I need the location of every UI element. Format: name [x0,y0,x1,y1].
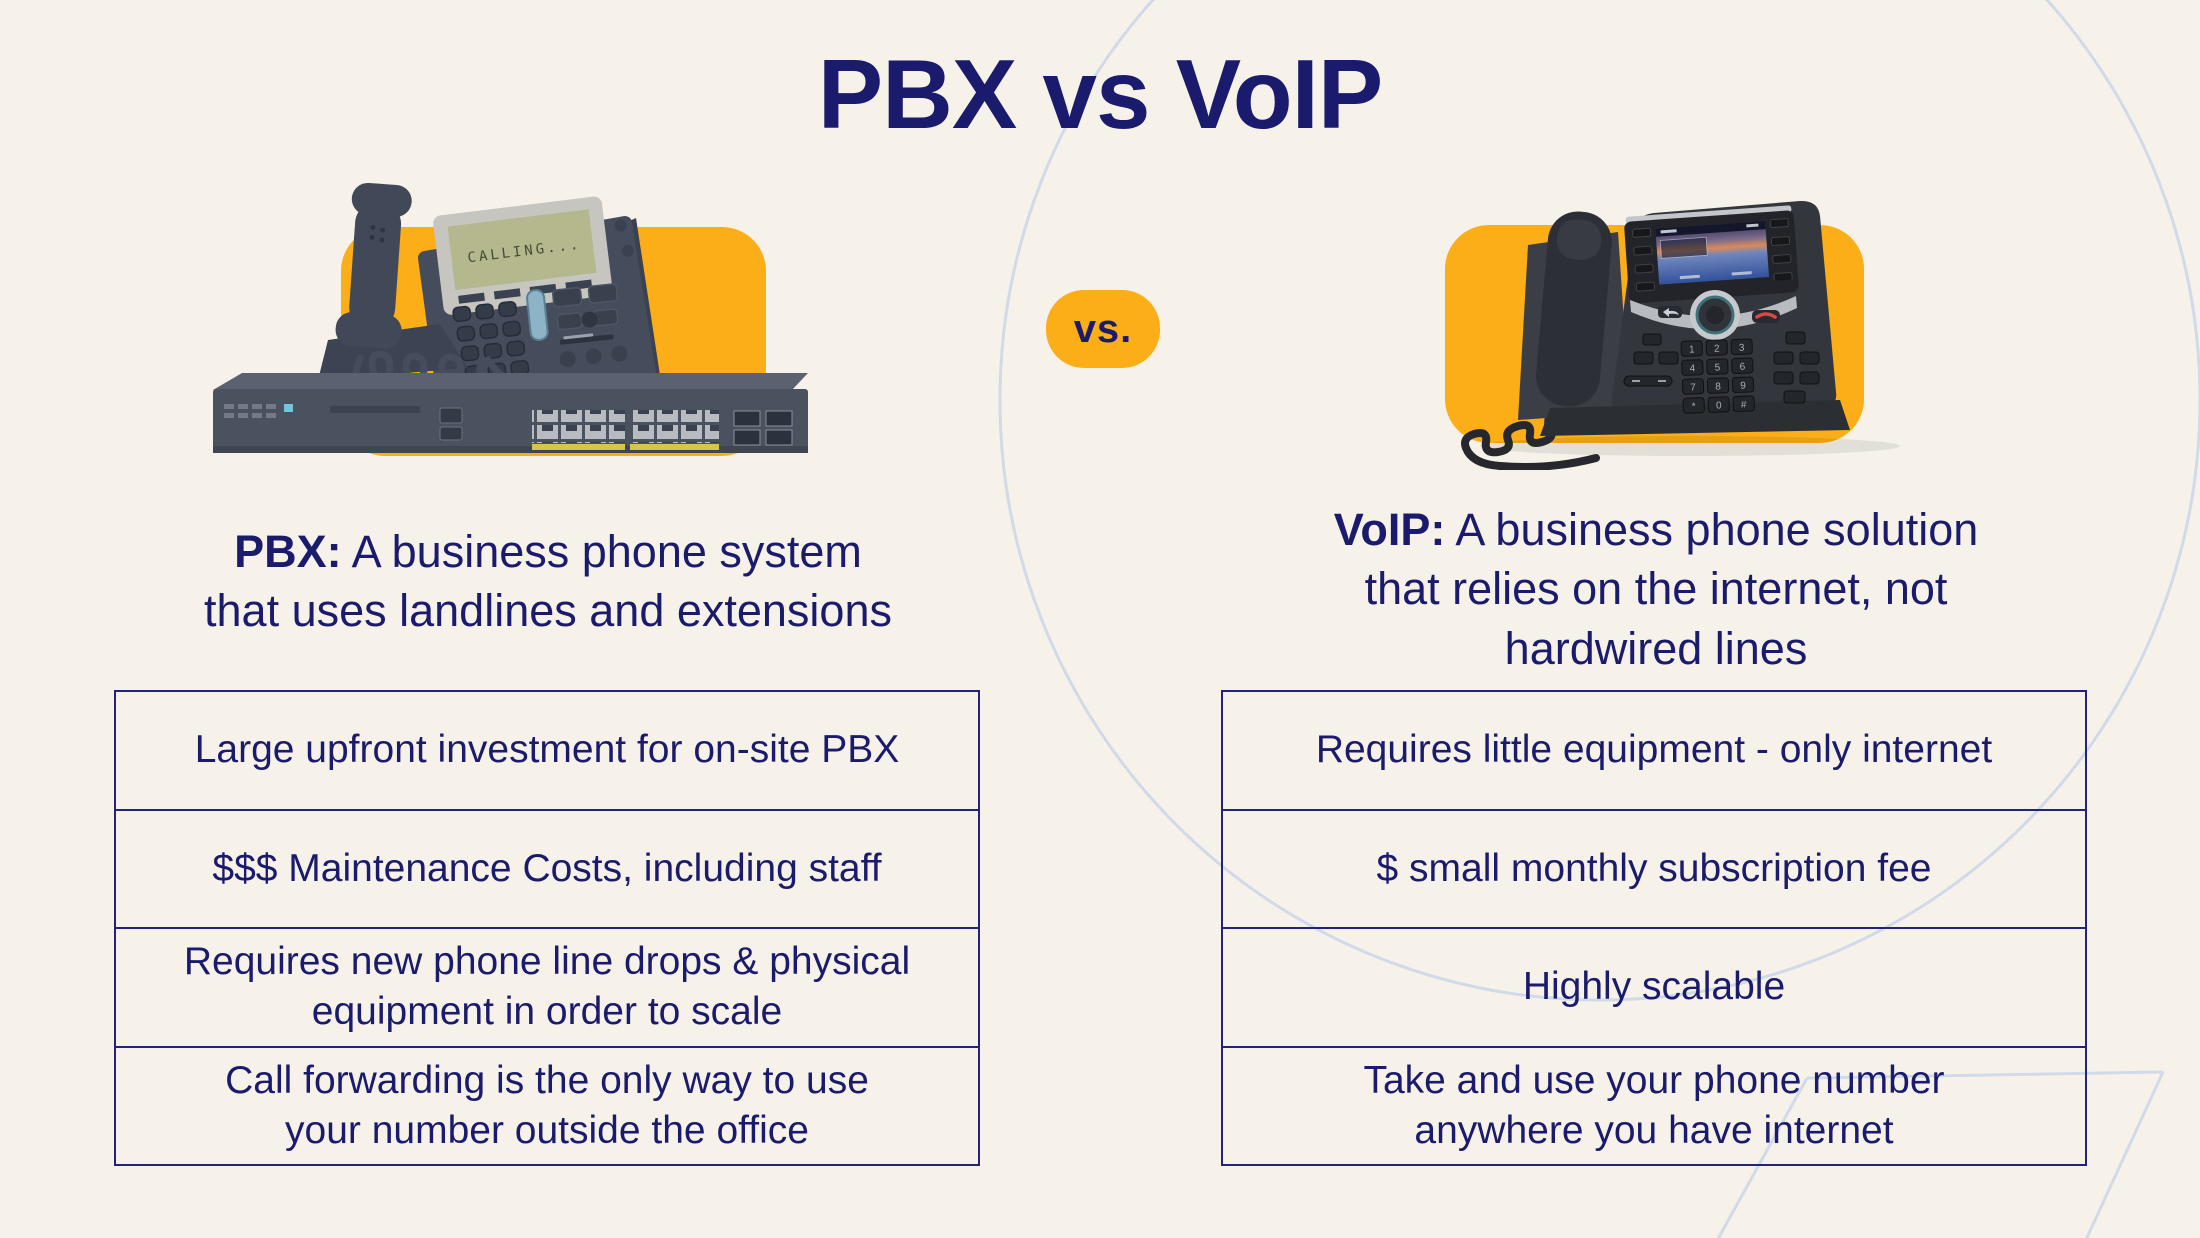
voip-caption-line2: that relies on the internet, not [1364,563,1948,615]
svg-text:5: 5 [1714,362,1720,373]
pbx-network-switch [213,373,808,453]
table-row: Highly scalable [1223,927,2085,1046]
pbx-caption-text: A business phone system [341,526,862,577]
pbx-caption-term: PBX: [234,526,342,577]
svg-text:4: 4 [1689,363,1695,374]
svg-text:8: 8 [1715,381,1721,392]
table-row: Call forwarding is the only way to use yo… [116,1045,978,1165]
pbx-phone-image: CALLING... [213,182,808,456]
voip-nav-cluster [1630,290,1797,340]
voip-end-call-button [1752,310,1780,323]
pbx-phone-keypad [452,283,628,382]
svg-text:*: * [1692,401,1696,412]
voip-caption-text: A business phone solution [1445,504,1979,555]
svg-text:3: 3 [1739,343,1745,354]
svg-text:2: 2 [1714,343,1720,354]
table-row: $$$ Maintenance Costs, including staff [116,808,978,928]
table-row: Take and use your phone number anywhere y… [1223,1045,2085,1165]
svg-text:6: 6 [1739,362,1745,373]
svg-text:#: # [1741,400,1747,411]
voip-phone-display [1624,205,1799,304]
voip-aux-keys [1623,331,1820,404]
voip-caption-term: VoIP: [1333,504,1446,555]
pbx-caption: PBX: A business phone system that uses l… [108,522,988,641]
voip-handset-cord [1461,404,1600,470]
pbx-comparison-table: Large upfront investment for on-site PBX… [114,690,980,1166]
svg-text:1: 1 [1689,344,1695,355]
voip-handset [1536,211,1612,407]
table-row: Requires little equipment - only interne… [1315,728,1993,772]
page-title: PBX vs VoIP [817,39,1384,149]
table-row: Large upfront investment for on-site PBX [194,728,900,772]
pbx-caption-line2: that uses landlines and extensions [204,585,892,637]
pbx-handset [318,182,468,380]
table-row: Requires new phone line drops & physical… [116,927,978,1046]
decorative-circle [998,0,2200,1002]
svg-text:0: 0 [1716,400,1722,411]
vs-badge-label: vs. [1073,306,1133,351]
svg-text:7: 7 [1690,382,1696,393]
svg-text:9: 9 [1740,381,1746,392]
pbx-phone-display: CALLING... [433,196,634,315]
voip-caption-line3: hardwired lines [1504,622,1808,674]
table-row: $ small monthly subscription fee [1223,808,2085,928]
voip-caption: VoIP: A business phone solution that rel… [1216,500,2096,678]
voip-phone-keypad: 1 2 3 4 5 6 7 8 9 * 0 # [1680,338,1755,414]
voip-comparison-table: Requires little equipment - only interne… [1221,690,2087,1166]
vs-badge: vs. [1046,290,1160,368]
decorative-parallelogram [1716,1070,2165,1238]
voip-phone-image: 1 2 3 4 5 6 7 8 9 * 0 # [1445,200,1900,470]
